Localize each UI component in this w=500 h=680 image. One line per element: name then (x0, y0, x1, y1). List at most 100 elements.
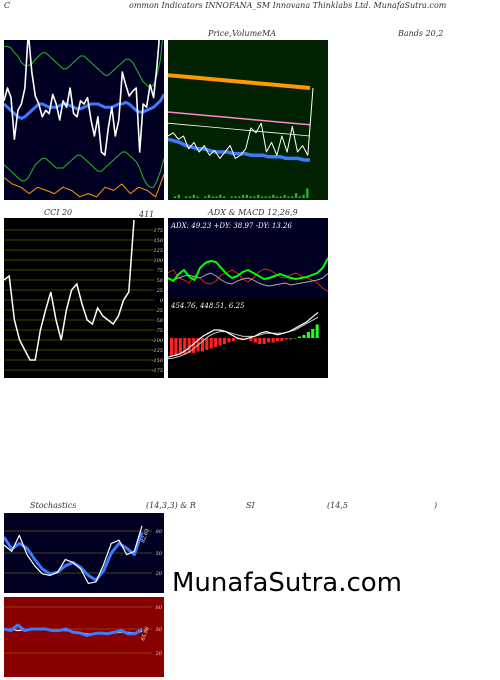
rsi-tick-label: 20 (155, 651, 163, 657)
macd-histogram-bar (231, 338, 235, 341)
volume-bar (173, 196, 177, 198)
volume-bar (294, 193, 298, 198)
macd-histogram-bar (271, 338, 275, 343)
ema-orange-line (168, 73, 311, 90)
macd-histogram-bar (306, 332, 310, 338)
rsi-tick-label: 80 (156, 605, 163, 611)
stoch-k-line (4, 525, 143, 585)
rsi-label: SI (246, 501, 255, 510)
volume-bar (230, 196, 233, 198)
volume-bar (257, 194, 260, 198)
volume-bar (287, 196, 290, 198)
macd-histogram-bar (174, 338, 178, 356)
macd-histogram-bar (275, 338, 279, 341)
macd-histogram-bar (315, 324, 319, 338)
panel-background (4, 40, 164, 200)
volume-bar (207, 194, 211, 198)
volume-bar (302, 194, 305, 198)
macd-histogram-bar (258, 338, 262, 344)
rsi-close: ) (434, 501, 438, 510)
cci-tick-label: -150 (152, 358, 164, 364)
ma-pink-line (168, 111, 311, 126)
macd-histogram-bar (302, 335, 306, 338)
volume-label: Volume (232, 29, 262, 38)
macd-histogram-bar (170, 338, 174, 356)
plus-di-line (168, 257, 328, 282)
macd-histogram-bar (227, 338, 231, 343)
volume-bar (241, 194, 245, 198)
volume-bar (223, 196, 226, 198)
volume-bar (185, 196, 188, 198)
macd-histogram-bar (214, 338, 218, 347)
ma-blue-line (168, 137, 310, 162)
bands-label: Bands 20,2 (398, 29, 444, 38)
stoch-tick-label: 80 (156, 529, 163, 535)
macd-histogram-bar (262, 338, 266, 344)
macd-histogram-bar (253, 338, 257, 343)
macd-histogram-bar (222, 338, 226, 344)
macd-histogram-bar (209, 338, 213, 349)
adx-panel: ADX: 49.23 +DY: 38.97 -DY: 13.26 (168, 218, 328, 298)
volume-bar (238, 196, 241, 198)
panel-background (4, 597, 164, 677)
volume-bar (249, 196, 252, 198)
macd-histogram-bar (297, 336, 301, 338)
cci-tick-label: 75 (157, 268, 163, 274)
macd-histogram-bar (280, 338, 284, 341)
volume-bar (234, 196, 237, 198)
ma-label: MA (262, 29, 276, 38)
lower-band-line (4, 151, 164, 188)
panel-background (168, 218, 328, 298)
close-line (4, 40, 160, 156)
volume-bar (272, 194, 275, 198)
stoch-value-label: 82.63 (140, 528, 151, 544)
macd-histogram-bar (200, 338, 204, 352)
macd-histogram-bar (289, 338, 293, 340)
cci-tick-label: -100 (152, 338, 164, 344)
macd-line (168, 311, 319, 358)
volume-bar (211, 196, 214, 198)
price-ma-panel (168, 40, 328, 200)
panel-background (4, 218, 164, 378)
volume-bar (196, 196, 199, 198)
stoch-tick-label: 20 (155, 571, 163, 577)
macd-histogram-bar (205, 338, 209, 350)
macd-histogram-bar (187, 338, 191, 353)
chart-title: ommon Indicators INNOFANA_SM Innovana Th… (129, 1, 447, 10)
adx-line (168, 272, 328, 287)
cci-value: 411 (139, 210, 155, 219)
adx-readout: ADX: 49.23 +DY: 38.97 -DY: 13.26 (170, 222, 292, 230)
cci-tick-label: 50 (157, 278, 164, 284)
macd-histogram-bar (183, 338, 187, 355)
macd-histogram-bar (267, 338, 271, 343)
price-line (168, 87, 314, 159)
rsi-value-label: 65.96 (140, 625, 151, 641)
volume-bar (177, 194, 180, 198)
volume-bar (253, 196, 256, 198)
volume-bar (275, 196, 279, 198)
stoch-tick-label: 50 (156, 551, 163, 557)
macd-histogram-bar (249, 338, 253, 341)
macd-histogram-bar (218, 338, 222, 346)
volume-bar (188, 196, 192, 198)
macd-histogram-bar (178, 338, 182, 355)
volume-bar (264, 196, 267, 198)
cci-tick-label: 150 (153, 238, 163, 244)
rsi-tick-label: 50 (156, 627, 163, 633)
stoch-label: Stochastics (30, 501, 77, 510)
macd-histogram-bar (192, 338, 196, 353)
watermark: MunafaSutra.com (172, 568, 403, 598)
price-label: Price, (208, 29, 232, 38)
macd-histogram-bar (311, 329, 315, 338)
cci-tick-label: -125 (152, 348, 163, 354)
cci-label: CCI 20 (44, 208, 73, 217)
cci-tick-label: 100 (153, 258, 163, 264)
macd-signal-line (168, 316, 319, 360)
volume-bar (245, 194, 248, 198)
orange-overlay-line (4, 174, 164, 198)
macd-histogram-bar (284, 338, 288, 340)
ma-white-line (168, 122, 311, 137)
cci-tick-label: -175 (152, 368, 163, 374)
stoch-params: (14,3,3) & R (146, 501, 196, 510)
cci-line (4, 219, 135, 361)
